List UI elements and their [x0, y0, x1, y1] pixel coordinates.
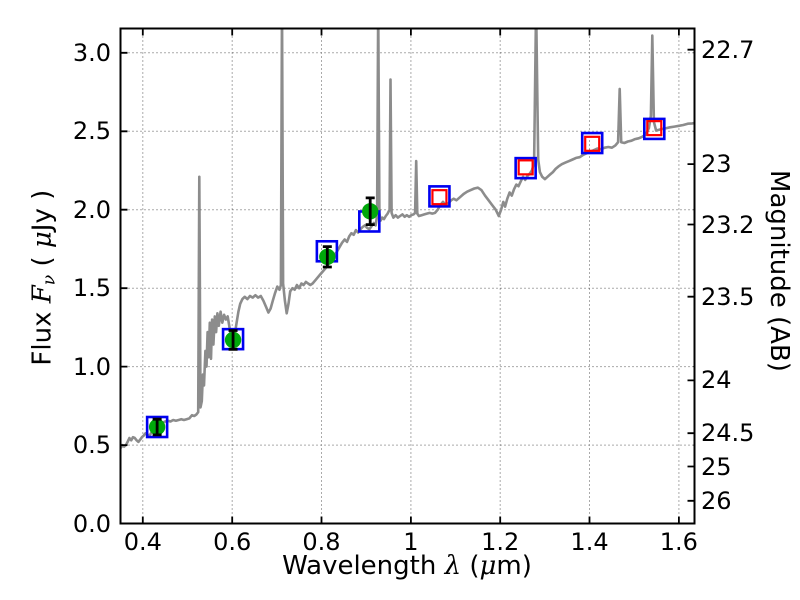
- flux-tick-label: 3.0: [72, 38, 111, 67]
- model-photometry-square: [428, 185, 451, 208]
- magnitude-tick-label: 24: [701, 366, 732, 395]
- x-tick-label: 1.4: [570, 528, 609, 556]
- x-tick-label: 1: [403, 528, 419, 556]
- flux-tick-label: 1.5: [72, 274, 111, 303]
- y-axis-magnitude-label: Magnitude (AB): [764, 170, 794, 372]
- magnitude-tick-label: 23: [701, 150, 732, 179]
- axis-ticks: [120, 28, 695, 525]
- y-axis-flux-label: Flux Fν ( μJy ): [27, 189, 60, 366]
- error-bar: [322, 245, 332, 269]
- flux-tick-label: 2.5: [72, 117, 111, 146]
- model-photometry-square: [642, 117, 666, 141]
- flux-tick-label: 1.0: [72, 352, 111, 381]
- plot-frame: [119, 27, 696, 525]
- magnitude-tick-label: 25: [701, 452, 732, 481]
- error-bar: [152, 417, 162, 437]
- nir-photometry-square: [646, 120, 663, 137]
- grid-lines: [120, 28, 695, 524]
- x-tick-label: 0.6: [213, 528, 252, 556]
- model-photometry-square: [580, 131, 604, 155]
- magnitude-tick-label: 23.2: [701, 210, 755, 239]
- error-bar: [365, 196, 375, 226]
- model-photometry-square: [145, 415, 169, 439]
- x-tick-label: 0.8: [302, 528, 341, 556]
- magnitude-tick-label: 26: [701, 486, 732, 515]
- spectrum-line: [120, 28, 695, 449]
- model-photometry-square: [514, 156, 537, 180]
- flux-tick-label: 0.5: [72, 431, 111, 460]
- nir-photometry-square: [584, 135, 601, 152]
- x-tick-label: 1.2: [481, 528, 520, 556]
- x-tick-label: 1.6: [659, 528, 698, 556]
- error-bar: [228, 329, 238, 351]
- magnitude-tick-label: 23.5: [701, 282, 755, 311]
- magnitude-tick-label: 22.7: [701, 35, 755, 64]
- nir-photometry-square: [517, 159, 534, 176]
- flux-tick-label: 2.0: [72, 195, 111, 224]
- nir-photometry-square: [431, 189, 448, 206]
- magnitude-tick-label: 24.5: [701, 419, 755, 448]
- flux-tick-label: 0.0: [72, 509, 111, 538]
- x-axis-label: Wavelength λ (μm): [282, 551, 532, 581]
- x-tick-label: 0.4: [123, 528, 162, 556]
